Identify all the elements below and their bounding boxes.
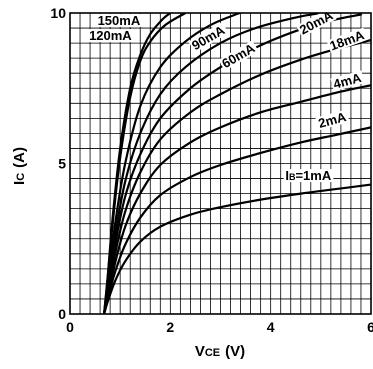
curve-60ma [103,13,322,314]
curve-18ma [103,38,371,314]
y-axis-label-main: I [11,181,28,185]
label-sub: B [289,172,296,182]
curve-label-4ma: 4mA [330,70,365,92]
y-axis-ticks: 0 5 10 [50,5,66,322]
curve-label-120ma: 120mA [87,28,134,43]
curve-120ma [103,13,187,314]
x-axis-label-sub: CE [205,347,220,359]
curve-label-background [218,40,259,71]
curve-label-ib-1ma: IB=1mA [283,168,334,183]
curve-label-150ma: 150mA [96,13,143,28]
curve-4ma [103,84,371,314]
chart-curves [103,13,371,314]
curve-label-text: 4mA [332,70,364,92]
curve-label-background [296,7,337,38]
curve-label-18ma: 18mA [326,27,368,54]
curve-label-text: 120mA [89,28,132,43]
curve-label-background [315,109,350,131]
plot-frame [69,12,372,315]
curve-label-background [326,27,368,54]
curve-label-text: 60mA [219,40,258,71]
curve-label-text: IB=1mA [285,168,332,183]
x-tick-label: 2 [166,319,174,335]
curve-label-60ma: 60mA [218,40,259,71]
x-axis-label-unit: (V) [225,343,245,360]
x-tick-label: 6 [367,319,373,335]
y-tick-label: 0 [58,306,66,322]
y-tick-label: 10 [50,5,66,21]
y-axis-label: IC (A) [11,147,28,185]
curve-label-background [87,29,134,43]
curve-label-text: 20mA [297,7,336,37]
curve-2ma [103,126,371,314]
curve-label-background [188,22,229,53]
curve-ib-1ma [103,183,371,314]
y-axis-label-unit: (A) [11,147,28,168]
y-tick-label: 5 [58,156,66,172]
curve-label-text: 150mA [98,13,141,28]
y-axis-label-sub: C [15,173,27,181]
curve-label-text: 2mA [317,109,349,131]
curve-label-background [96,14,143,28]
curve-label-2ma: 2mA [315,109,350,131]
x-tick-label: 4 [267,319,275,335]
curve-label-background [330,70,365,92]
x-tick-label: 0 [66,319,74,335]
x-axis-label: VCE (V) [195,343,245,360]
curve-label-background [283,169,334,183]
x-axis-label-main: V [195,343,205,360]
label-rest: =1mA [295,168,331,183]
label-main: I [285,168,289,183]
x-axis-ticks: 0 2 4 6 [66,319,373,335]
